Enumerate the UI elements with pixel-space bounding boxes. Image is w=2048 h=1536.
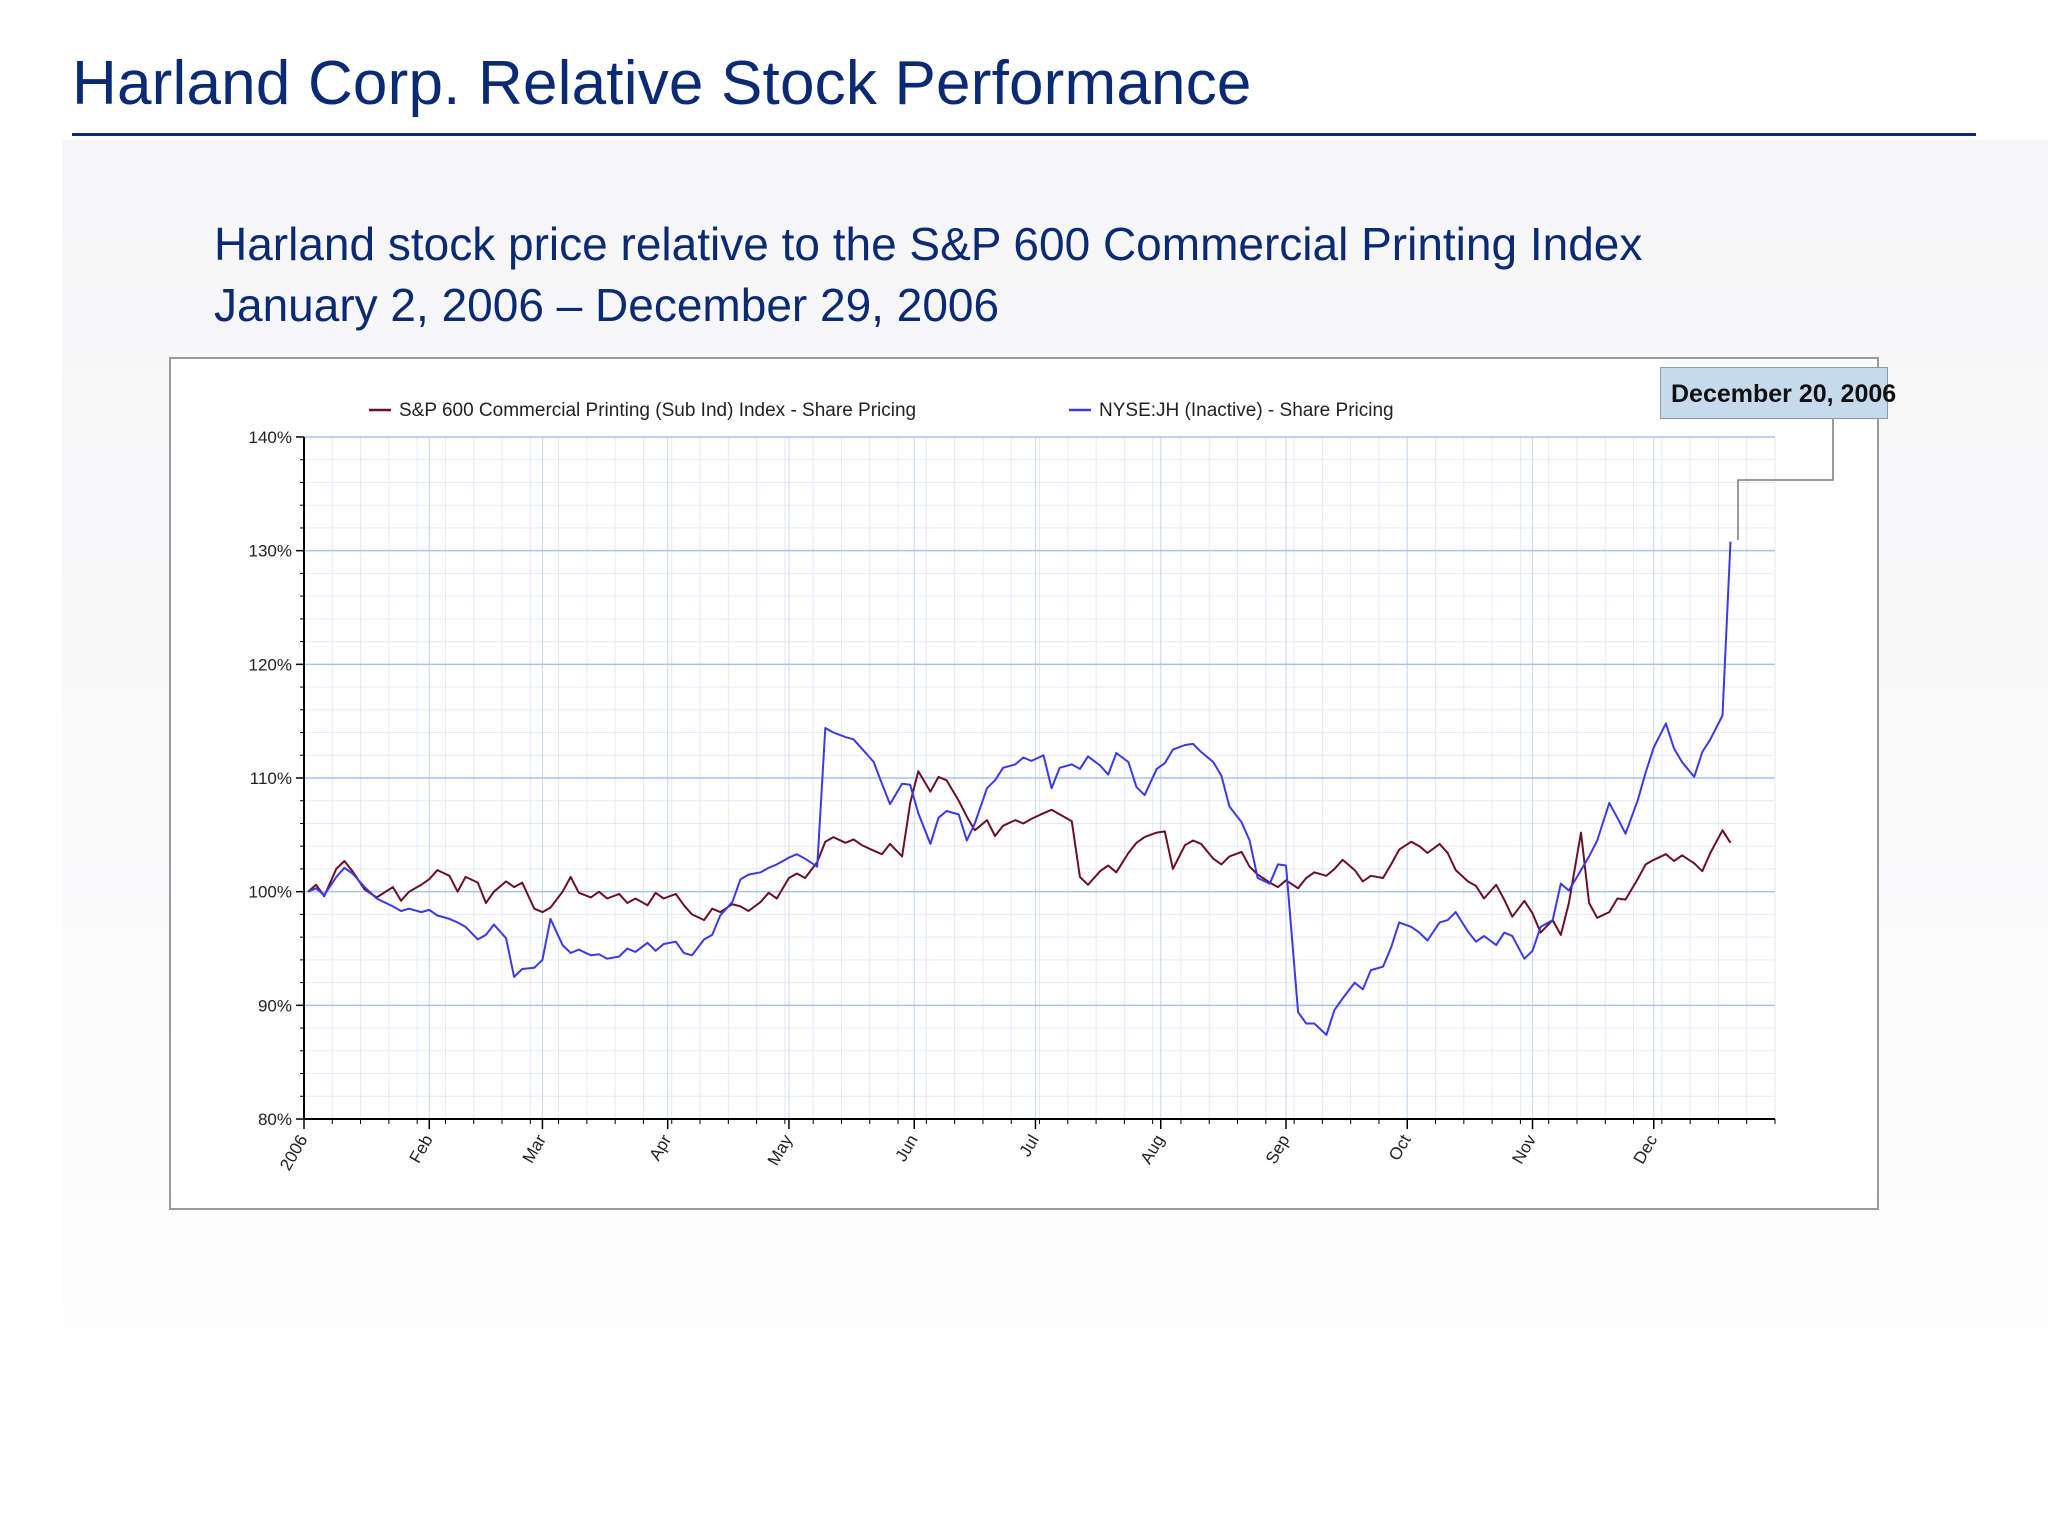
y-tick-label: 120% (249, 655, 292, 674)
title-rule (72, 133, 1976, 136)
legend-label: NYSE:JH (Inactive) - Share Pricing (1099, 400, 1394, 421)
y-tick-label: 130% (249, 542, 292, 561)
chart-subtitle-line2: January 2, 2006 – December 29, 2006 (214, 279, 1000, 331)
slide-title: Harland Corp. Relative Stock Performance (72, 49, 1252, 118)
series-line-sp600-index (307, 770, 1732, 936)
series-line-nyse-jh (307, 541, 1732, 1036)
y-tick-label: 140% (249, 428, 292, 447)
y-tick-label: 100% (249, 883, 292, 902)
y-tick-label: 90% (258, 996, 292, 1015)
legend-label: S&P 600 Commercial Printing (Sub Ind) In… (399, 400, 916, 421)
chart-subtitle-line1: Harland stock price relative to the S&P … (214, 218, 1643, 270)
date-callout: December 20, 2006 (1660, 367, 1896, 419)
chart-frame (169, 357, 1879, 1210)
y-tick-label: 80% (258, 1110, 292, 1129)
y-tick-label: 110% (250, 769, 292, 788)
line-chart: 80%90%100%110%120%130%140%2006 Feb Mar Apr M… (249, 400, 1776, 1174)
